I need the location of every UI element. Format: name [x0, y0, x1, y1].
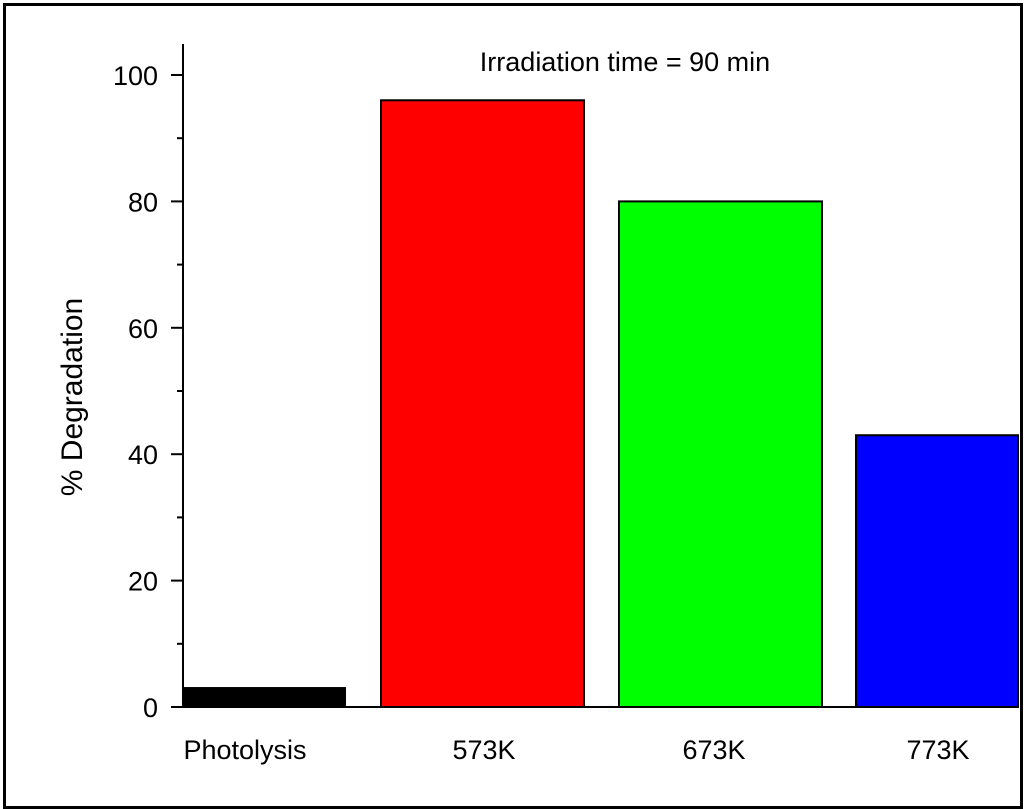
- x-tick-label: 773K: [906, 735, 969, 765]
- y-tick-label: 100: [113, 61, 158, 91]
- x-tick-label: 673K: [682, 735, 745, 765]
- y-tick-label: 80: [128, 187, 158, 217]
- y-tick-label: 20: [128, 567, 158, 597]
- bar-773k: [855, 434, 1019, 708]
- bar-573k: [380, 99, 585, 708]
- y-tick-label: 60: [128, 314, 158, 344]
- y-tick-label: 40: [128, 440, 158, 470]
- x-tick-label: Photolysis: [183, 735, 306, 765]
- y-axis: [182, 44, 1018, 708]
- y-axis-label: % Degradation: [56, 298, 89, 496]
- bar-photolysis: [184, 687, 346, 708]
- y-tick-label: 0: [143, 693, 158, 723]
- bar-673k: [618, 200, 823, 708]
- x-tick-labels: Photolysis 573K 673K 773K: [183, 735, 969, 765]
- y-ticks: 0 20 40 60 80 100: [113, 61, 183, 723]
- chart-title: Irradiation time = 90 min: [480, 47, 770, 77]
- bars-layer: [184, 99, 1019, 708]
- x-tick-label: 573K: [452, 735, 515, 765]
